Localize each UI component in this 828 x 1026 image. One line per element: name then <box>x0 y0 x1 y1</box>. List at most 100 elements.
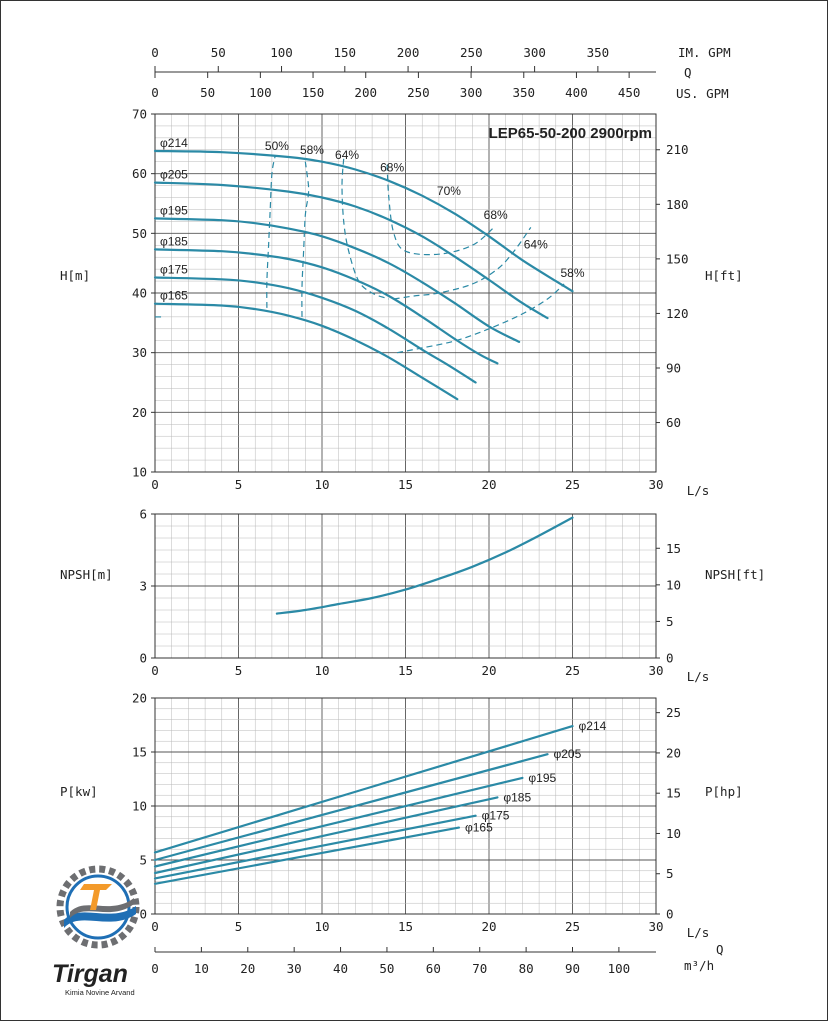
m3h-tick-label: 90 <box>565 961 580 976</box>
usgpm-tick-label: 50 <box>200 85 215 100</box>
wave-shape <box>64 906 136 928</box>
power-yrtick-label: 10 <box>666 826 681 841</box>
head-ytick-label: 50 <box>132 226 147 241</box>
usgpm-tick-label: 450 <box>618 85 641 100</box>
npsh-yrtick-label: 10 <box>666 577 681 592</box>
letter-t-mark <box>80 884 112 910</box>
npsh-ytick-label: 0 <box>139 651 147 666</box>
imgpm-tick-label: 200 <box>397 45 420 60</box>
head-xtick-label: 0 <box>151 477 159 492</box>
head-chart: 10 20 30 40 50 60 70 60 90 120 150 180 210 0 5 10 15 20 25… <box>60 45 743 498</box>
usgpm-tick-label: 0 <box>151 85 159 100</box>
head-xtick-label: 25 <box>565 477 580 492</box>
head-curve-label: φ185 <box>160 234 188 248</box>
m3h-tick-label: 70 <box>472 961 487 976</box>
head-yrtick-label: 120 <box>666 306 689 321</box>
imgpm-tick-label: 100 <box>270 45 293 60</box>
efficiency-label: 64% <box>524 237 548 251</box>
npsh-ytick-label: 3 <box>139 579 147 594</box>
head-yrtick-label: 180 <box>666 197 689 212</box>
head-xtick-label: 10 <box>314 477 329 492</box>
power-curve <box>153 814 477 880</box>
power-curve <box>153 796 499 875</box>
head-ytick-label: 70 <box>132 107 147 122</box>
npsh-xtick-label: 15 <box>398 663 413 678</box>
usgpm-tick-label: 400 <box>565 85 588 100</box>
m3h-tick-label: 10 <box>194 961 209 976</box>
head-curve-label: φ205 <box>160 168 188 182</box>
power-curve-label: φ205 <box>553 747 581 761</box>
power-x-unit-label: L/s <box>687 925 710 940</box>
power-curve-label: φ165 <box>465 821 493 835</box>
npsh-xtick-label: 30 <box>648 663 663 678</box>
head-xtick-label: 15 <box>398 477 413 492</box>
m3h-unit-label: m³/h <box>684 958 714 973</box>
m3h-tick-label: 50 <box>379 961 394 976</box>
npsh-xtick-label: 5 <box>235 663 243 678</box>
usgpm-tick-label: 350 <box>512 85 535 100</box>
m3h-tick-label: 20 <box>240 961 255 976</box>
efficiency-label: 68% <box>380 160 404 174</box>
npsh-xtick-label: 25 <box>565 663 580 678</box>
imgpm-tick-label: 150 <box>334 45 357 60</box>
head-curve-label: φ195 <box>160 203 188 217</box>
efficiency-label: 58% <box>300 143 324 157</box>
head-curve <box>153 248 499 365</box>
head-curve-label: φ175 <box>160 262 188 276</box>
head-yrtick-label: 150 <box>666 251 689 266</box>
efficiency-curve <box>301 161 310 317</box>
usgpm-tick-label: 200 <box>354 85 377 100</box>
head-ytick-label: 20 <box>132 405 147 420</box>
efficiency-curve <box>386 164 495 256</box>
efficiency-label: 50% <box>265 139 289 153</box>
imgpm-tick-label: 0 <box>151 45 159 60</box>
power-curve <box>153 826 460 885</box>
efficiency-label: 64% <box>335 148 359 162</box>
head-xtick-label: 20 <box>481 477 496 492</box>
npsh-chart: 0 3 6 0 5 10 15 0 5 10 15 20 25 30 L/s NPSH[m] NPSH[ft] <box>60 507 765 685</box>
efficiency-label: 70% <box>437 184 461 198</box>
head-curve <box>153 149 574 293</box>
power-xtick-label: 25 <box>565 919 580 934</box>
power-y-right-axis-label: P[hp] <box>705 784 743 799</box>
head-curve-label: φ214 <box>160 136 188 150</box>
efficiency-curve <box>341 158 390 300</box>
power-xtick-label: 0 <box>151 919 159 934</box>
head-ytick-label: 60 <box>132 166 147 181</box>
efficiency-label: 68% <box>484 208 508 222</box>
head-yrtick-label: 210 <box>666 142 689 157</box>
logo-wordmark: Tirgan <box>52 960 128 988</box>
logo-subtitle: Kimia Novine Arvand <box>65 988 135 997</box>
head-x-unit-label: L/s <box>687 483 710 498</box>
imgpm-axis-label: IM. GPM <box>678 45 731 60</box>
usgpm-tick-label: 300 <box>460 85 483 100</box>
imgpm-tick-label: 250 <box>460 45 483 60</box>
power-ytick-label: 15 <box>132 745 147 760</box>
power-y-axis-label: P[kw] <box>60 784 98 799</box>
npsh-yrtick-label: 5 <box>666 614 674 629</box>
npsh-xtick-label: 0 <box>151 663 159 678</box>
head-curve <box>153 181 549 320</box>
power-ytick-label: 0 <box>139 907 147 922</box>
npsh-yrtick-label: 15 <box>666 541 681 556</box>
usgpm-tick-label: 100 <box>249 85 272 100</box>
m3h-tick-label: 30 <box>287 961 302 976</box>
head-ytick-label: 30 <box>132 345 147 360</box>
head-y-right-axis-label: H[ft] <box>705 268 743 283</box>
power-curve-label: φ195 <box>528 771 556 785</box>
npsh-xtick-label: 20 <box>481 663 496 678</box>
power-curve <box>153 776 524 868</box>
power-ytick-label: 20 <box>132 691 147 706</box>
m3h-tick-label: 80 <box>519 961 534 976</box>
power-xtick-label: 20 <box>481 919 496 934</box>
power-yrtick-label: 15 <box>666 786 681 801</box>
head-xtick-label: 30 <box>648 477 663 492</box>
gear-wave-logo-icon <box>56 865 140 949</box>
m3h-tick-label: 0 <box>151 961 159 976</box>
head-ytick-label: 10 <box>132 465 147 480</box>
power-xtick-label: 5 <box>235 919 243 934</box>
npsh-x-unit-label: L/s <box>687 669 710 684</box>
